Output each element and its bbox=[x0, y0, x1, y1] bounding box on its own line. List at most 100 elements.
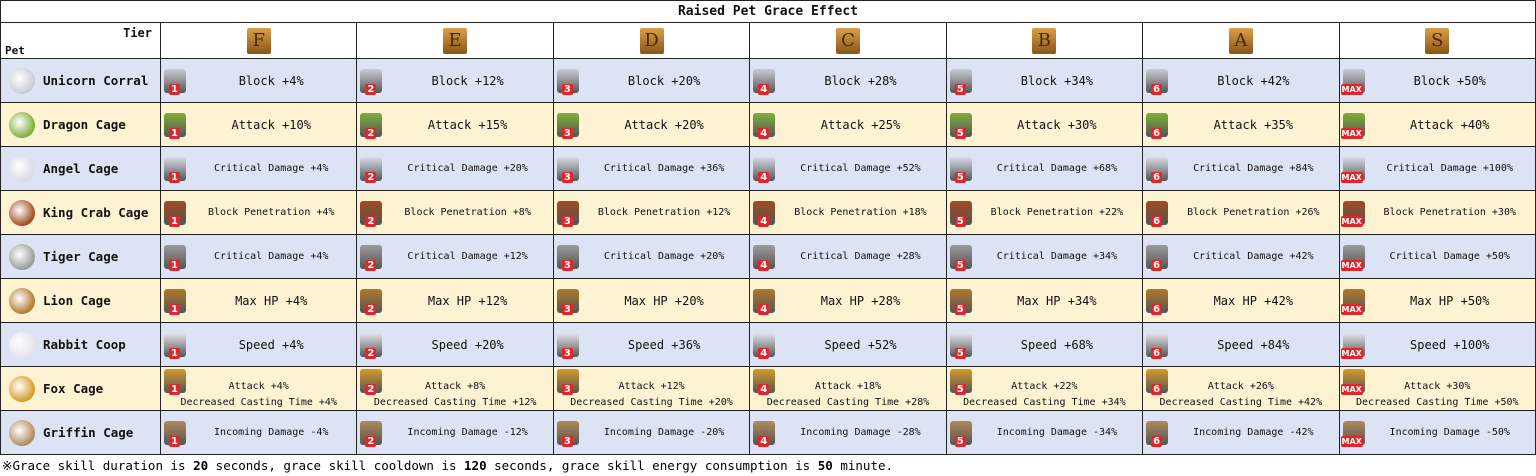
effect-text: Attack +12% bbox=[618, 381, 685, 392]
effect-text: Block +50% bbox=[1413, 73, 1486, 88]
cell: 4 Speed +52% bbox=[750, 323, 945, 366]
effect-cell: MAX Block Penetration +30% bbox=[1338, 190, 1536, 235]
effect-cell: 5 Incoming Damage -34% bbox=[945, 410, 1144, 455]
effect-cell: 2 Attack +8% Decreased Casting Time +12% bbox=[356, 366, 554, 411]
tier-badge: 4 bbox=[758, 127, 770, 139]
cell: 6 Block +42% bbox=[1143, 59, 1338, 102]
skill-icon: 2 bbox=[360, 200, 383, 227]
effect-cell: MAX Max HP +50% bbox=[1338, 278, 1536, 323]
footnote: ※Grace skill duration is 20 seconds, gra… bbox=[2, 458, 893, 473]
tier-header: E bbox=[356, 22, 554, 59]
cell: 3 Block +20% bbox=[554, 59, 749, 102]
cell: 5 Speed +68% bbox=[947, 323, 1142, 366]
effect-text: Incoming Damage -20% bbox=[603, 427, 725, 438]
effect-cell: 3 Attack +20% bbox=[552, 102, 751, 147]
effect-cell: MAX Critical Damage +50% bbox=[1338, 234, 1536, 279]
skill-icon: 3 bbox=[556, 288, 579, 315]
effect-cell: MAX Incoming Damage -50% bbox=[1338, 410, 1536, 455]
tier-badge: 5 bbox=[954, 83, 966, 95]
effect-text: Incoming Damage -28% bbox=[800, 427, 921, 438]
effect-text: Block Penetration +26% bbox=[1187, 207, 1320, 218]
cell: 4 Critical Damage +28% bbox=[750, 235, 945, 278]
tier-badge: 3 bbox=[561, 171, 573, 183]
effect-cell: MAX Critical Damage +100% bbox=[1338, 146, 1536, 191]
effect-text: Critical Damage +84% bbox=[1193, 163, 1314, 174]
effect-cell: 4 Attack +25% bbox=[749, 102, 947, 147]
pet-cell: Dragon Cage bbox=[0, 102, 161, 147]
effect-cell: 2 Incoming Damage -12% bbox=[356, 410, 554, 455]
effect-text: Attack +15% bbox=[427, 117, 508, 132]
pet: Angel Cage bbox=[1, 155, 160, 182]
tier-badge: 4 bbox=[758, 347, 770, 359]
effect-text: Block Penetration +4% bbox=[207, 207, 335, 218]
effect-cell: 6 Critical Damage +42% bbox=[1142, 234, 1340, 279]
pet-name: Angel Cage bbox=[43, 161, 119, 176]
effect-cell: 4 Speed +52% bbox=[749, 322, 947, 367]
tier-badge: 2 bbox=[365, 259, 377, 271]
cell: 1 Critical Damage +4% bbox=[161, 147, 356, 190]
skill-icon: 6 bbox=[1146, 156, 1169, 183]
cell: 5 Incoming Damage -34% bbox=[947, 411, 1142, 454]
tier-label: Tier bbox=[123, 26, 152, 40]
effect-cell: 2 Critical Damage +12% bbox=[356, 234, 554, 279]
effect-text: Attack +18% bbox=[814, 381, 882, 392]
tier-header: B bbox=[945, 22, 1144, 59]
tier-header: C bbox=[749, 22, 947, 59]
skill-icon: 5 bbox=[949, 420, 972, 447]
pet-icon bbox=[9, 67, 35, 94]
tier-header: F bbox=[159, 22, 358, 59]
tier-badge: MAX bbox=[1340, 435, 1363, 447]
tier-badge: 4 bbox=[758, 435, 770, 447]
tier-badge: 4 bbox=[758, 83, 770, 95]
effect-cell: 5 Attack +30% bbox=[945, 102, 1144, 147]
tier-badge: MAX bbox=[1340, 347, 1363, 359]
cell: 4 Block Penetration +18% bbox=[750, 191, 945, 234]
pet: Griffin Cage bbox=[1, 419, 160, 446]
skill-icon: 2 bbox=[360, 68, 383, 95]
skill-icon: 6 bbox=[1146, 288, 1169, 315]
cell: 5 Attack +30% bbox=[947, 103, 1142, 146]
pet-name: Griffin Cage bbox=[43, 425, 134, 440]
footnote-part: ※Grace skill duration is bbox=[2, 458, 194, 473]
pet-row: Dragon Cage 1 Attack +10% 2 Attack +15% 3 Atta… bbox=[0, 102, 1536, 147]
pet: Dragon Cage bbox=[1, 111, 160, 138]
cell: 6 Block Penetration +26% bbox=[1143, 191, 1338, 234]
tier-badge: 2 bbox=[365, 303, 377, 315]
tier-badge: 2 bbox=[365, 384, 377, 395]
skill-icon: 5 bbox=[949, 369, 972, 395]
effect-text: Block Penetration +12% bbox=[597, 207, 731, 218]
skill-icon: 3 bbox=[556, 112, 579, 139]
skill-icon: MAX bbox=[1340, 200, 1365, 227]
effect-text: Critical Damage +20% bbox=[407, 163, 528, 174]
cell: MAX Critical Damage +100% bbox=[1340, 147, 1535, 190]
effect-cell: 3 Critical Damage +20% bbox=[552, 234, 751, 279]
pet-name: King Crab Cage bbox=[43, 205, 149, 220]
effect-text: Block +28% bbox=[824, 73, 897, 88]
effect-text-2: Decreased Casting Time +28% bbox=[766, 397, 930, 408]
pet-name: Lion Cage bbox=[43, 293, 111, 308]
tier-letter: D bbox=[639, 27, 664, 54]
skill-icon: 2 bbox=[360, 112, 383, 139]
tier-badge: 4 bbox=[758, 215, 770, 227]
footnote-part: 20 bbox=[193, 458, 209, 473]
footnote-part: seconds, grace skill cooldown is bbox=[208, 458, 465, 473]
effect-text: Max HP +50% bbox=[1410, 293, 1490, 308]
footnote-part: minute. bbox=[832, 458, 894, 473]
tier-badge: 2 bbox=[365, 435, 377, 447]
effect-text-2: Decreased Casting Time +12% bbox=[373, 397, 537, 408]
skill-icon: 1 bbox=[164, 68, 186, 95]
corner-cell: Tier Pet bbox=[0, 22, 161, 59]
skill-icon: 4 bbox=[753, 369, 776, 395]
skill-icon: MAX bbox=[1340, 369, 1365, 395]
pet-cell: Lion Cage bbox=[0, 278, 161, 323]
effect-cell: MAX Block +50% bbox=[1338, 58, 1536, 103]
cell: 1 Attack +10% bbox=[161, 103, 356, 146]
cell: MAX Speed +100% bbox=[1340, 323, 1535, 366]
pet: King Crab Cage bbox=[1, 199, 160, 226]
skill-icon: 5 bbox=[949, 156, 972, 183]
pet-icon bbox=[9, 287, 35, 314]
skill-icon: 1 bbox=[164, 332, 186, 359]
effect-text: Max HP +28% bbox=[820, 293, 901, 308]
effect-text: Attack +40% bbox=[1410, 117, 1490, 132]
effect-cell: 4 Incoming Damage -28% bbox=[749, 410, 947, 455]
